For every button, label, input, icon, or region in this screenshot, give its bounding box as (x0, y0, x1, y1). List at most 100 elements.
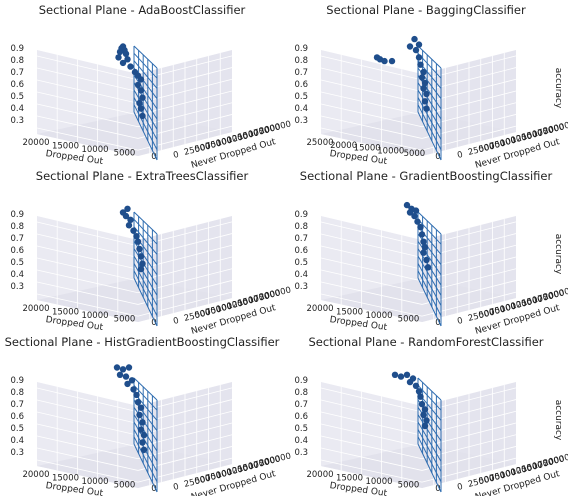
data-point (124, 380, 131, 388)
z-tick-label: 0.4 (10, 436, 24, 446)
data-point (411, 212, 418, 220)
y-tick-label: 0 (456, 150, 464, 161)
y-tick-label: 0 (456, 482, 464, 493)
data-point (403, 371, 411, 378)
floor-pane (321, 444, 516, 488)
data-point (113, 364, 121, 371)
z-tick-label: 0.7 (294, 400, 308, 410)
grid-line (36, 221, 139, 247)
x-tick-label: 5000 (114, 481, 136, 491)
floor-pane (321, 112, 516, 156)
plane-line (133, 111, 158, 161)
data-point (119, 59, 127, 67)
x-tick-label: 20000 (330, 141, 357, 151)
grid-line (36, 233, 139, 258)
grid-line (36, 447, 139, 471)
x-tick-label: 10000 (81, 477, 108, 487)
x-tick-label: 10000 (365, 477, 392, 487)
z-tick-label: 0.9 (10, 210, 24, 220)
data-point (418, 400, 426, 408)
z-tick-label: 0.5 (294, 424, 308, 434)
data-point (124, 205, 131, 212)
z-tick-label: 0.8 (294, 388, 308, 398)
data-series (113, 364, 148, 453)
grid-line (320, 127, 423, 151)
data-point (414, 218, 421, 225)
z-tick-label: 0.4 (10, 104, 24, 114)
z-tick-label: 0.3 (294, 282, 308, 292)
grid-line (36, 91, 139, 116)
data-point (140, 446, 148, 453)
plane-line (417, 384, 442, 411)
data-point (139, 112, 146, 120)
y-tick-label: 200000 (258, 285, 292, 303)
plane-line (133, 263, 158, 306)
x-tick-label: 20000 (306, 304, 333, 314)
data-point (139, 94, 146, 101)
plane-line (133, 89, 158, 130)
plane-line (133, 443, 158, 493)
x-tick-label: 5000 (114, 315, 136, 325)
grid-line (36, 387, 139, 413)
data-point (137, 76, 145, 83)
grid-line (320, 257, 423, 282)
plane-line (417, 414, 442, 452)
x-tick-label: 10000 (81, 145, 108, 155)
data-point (140, 431, 148, 439)
grid-line (36, 399, 139, 424)
grid-line (320, 447, 423, 471)
floor-pane (37, 278, 232, 322)
z-tick-label: 0.6 (294, 80, 308, 90)
subplot-1: Sectional Plane - AdaBoostClassifier 0.3 0… (10, 3, 292, 171)
z-tick-label: 0.5 (10, 92, 24, 102)
data-point (139, 439, 146, 446)
x-tick-label: 10000 (365, 311, 392, 321)
data-point (417, 61, 424, 68)
subplot-6: Sectional Plane - RandomForestClassifier… (294, 335, 568, 496)
grid-line (36, 293, 139, 317)
plane-line (133, 270, 158, 317)
data-point (421, 406, 429, 413)
x-tick-label: 10000 (81, 311, 108, 321)
data-point (423, 105, 430, 112)
data-point (417, 393, 424, 400)
grid-line (36, 257, 139, 282)
plane-line (133, 377, 158, 401)
data-point (137, 426, 145, 433)
x-tick-label: 0 (435, 152, 440, 162)
data-point (411, 35, 418, 43)
x-tick-label: 0 (151, 318, 156, 328)
floor-pane (321, 278, 516, 322)
plane-line (417, 377, 442, 401)
data-series (119, 205, 146, 273)
data-point (415, 388, 423, 395)
data-point (136, 411, 143, 419)
data-point (421, 422, 429, 430)
subplot-5: Sectional Plane - HistGradientBoostingCl… (5, 335, 293, 496)
data-point (421, 244, 429, 251)
grid-line (320, 293, 423, 317)
chart-title: Sectional Plane - RandomForestClassifier (308, 335, 543, 349)
plane-line (133, 211, 158, 235)
data-point (420, 238, 427, 245)
data-point (127, 216, 134, 223)
z-tick-label: 0.3 (294, 116, 308, 126)
y-tick-label: 200000 (258, 119, 292, 137)
x-tick-label: 5000 (404, 149, 426, 159)
data-point (133, 233, 140, 240)
data-point (397, 373, 405, 380)
y-tick-label: 0 (172, 482, 180, 493)
plane-line (417, 263, 442, 306)
plane-line (133, 226, 158, 255)
data-point (130, 227, 137, 234)
z-tick-label: 0.4 (294, 104, 308, 114)
data-point (423, 417, 430, 424)
data-point (122, 373, 130, 380)
y-tick-label: 0 (172, 316, 180, 327)
grid-line (320, 459, 423, 483)
data-point (406, 43, 414, 50)
x-tick-label: 15000 (354, 144, 381, 154)
data-point (139, 419, 146, 426)
data-point (136, 99, 143, 107)
z-tick-label: 0.9 (10, 44, 24, 54)
